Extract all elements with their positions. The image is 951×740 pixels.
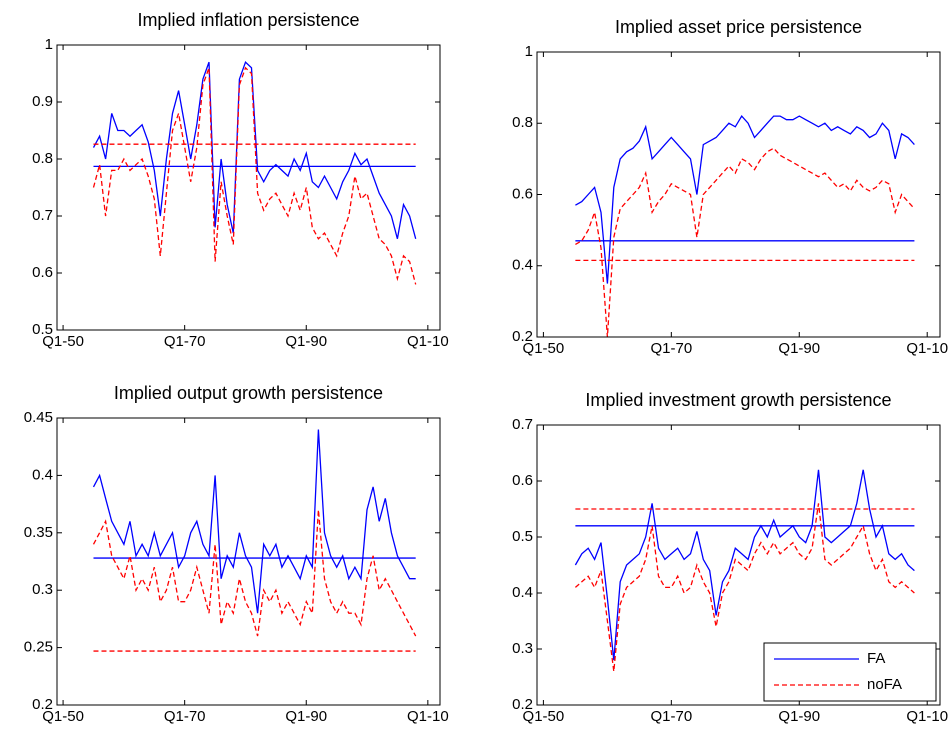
- y-tick-label: 0.2: [512, 328, 533, 345]
- plot-frame: [536, 424, 941, 706]
- x-tick-label: Q1-10: [407, 333, 449, 350]
- x-tick-label: Q1-70: [164, 708, 206, 725]
- legend-label: FA: [867, 650, 885, 667]
- x-tick-label: Q1-70: [164, 333, 206, 350]
- plot-frame: [56, 417, 441, 706]
- x-tick-label: Q1-50: [42, 708, 84, 725]
- y-tick-label: 0.25: [24, 639, 53, 656]
- y-tick-label: 0.2: [32, 696, 53, 713]
- y-tick-label: 1: [45, 36, 53, 53]
- y-tick-label: 0.8: [512, 114, 533, 131]
- y-tick-label: 0.45: [24, 409, 53, 426]
- chart-title: Implied asset price persistence: [615, 17, 862, 37]
- legend-box: [763, 642, 937, 702]
- plot-frame: [56, 44, 441, 331]
- y-tick-label: 0.2: [512, 696, 533, 713]
- y-tick-label: 0.4: [512, 584, 533, 601]
- x-tick-label: Q1-90: [778, 340, 820, 357]
- y-tick-label: 0.9: [32, 93, 53, 110]
- series-line: [92, 429, 416, 614]
- series-line: [92, 60, 417, 239]
- y-tick-label: 0.8: [32, 150, 53, 167]
- chart-title: Implied investment growth persistence: [585, 390, 891, 410]
- x-tick-label: Q1-10: [906, 708, 948, 725]
- y-tick-label: 0.4: [512, 257, 533, 274]
- x-tick-label: Q1-90: [285, 708, 327, 725]
- y-tick-label: 0.35: [24, 524, 53, 541]
- x-tick-label: Q1-10: [407, 708, 449, 725]
- y-tick-label: 0.4: [32, 466, 53, 483]
- series-line: [574, 469, 915, 661]
- x-tick-label: Q1-70: [650, 708, 692, 725]
- x-tick-label: Q1-50: [523, 708, 565, 725]
- y-tick-label: 0.6: [512, 185, 533, 202]
- x-tick-label: Q1-50: [523, 340, 565, 357]
- y-tick-label: 0.5: [32, 321, 53, 338]
- legend-label: noFA: [867, 676, 902, 693]
- y-tick-label: 0.5: [512, 528, 533, 545]
- x-tick-label: Q1-70: [650, 340, 692, 357]
- y-tick-label: 0.3: [32, 581, 53, 598]
- plot-area: [537, 52, 940, 337]
- plot-area: [57, 45, 440, 330]
- plot-frame: [536, 51, 941, 338]
- y-tick-label: 0.6: [512, 472, 533, 489]
- y-tick-label: 0.7: [512, 416, 533, 433]
- x-tick-label: Q1-90: [285, 333, 327, 350]
- series-line: [575, 147, 915, 337]
- chart-title: Implied output growth persistence: [114, 383, 383, 403]
- y-tick-label: 0.6: [32, 264, 53, 281]
- y-tick-label: 0.3: [512, 640, 533, 657]
- x-tick-label: Q1-90: [778, 708, 820, 725]
- x-tick-label: Q1-50: [42, 333, 84, 350]
- series-line: [92, 509, 417, 637]
- series-line: [575, 115, 915, 284]
- y-tick-label: 0.7: [32, 207, 53, 224]
- chart-title: Implied inflation persistence: [137, 10, 359, 30]
- y-tick-label: 1: [525, 43, 533, 60]
- series-line: [574, 503, 915, 672]
- x-tick-label: Q1-10: [906, 340, 948, 357]
- series-line: [92, 66, 417, 285]
